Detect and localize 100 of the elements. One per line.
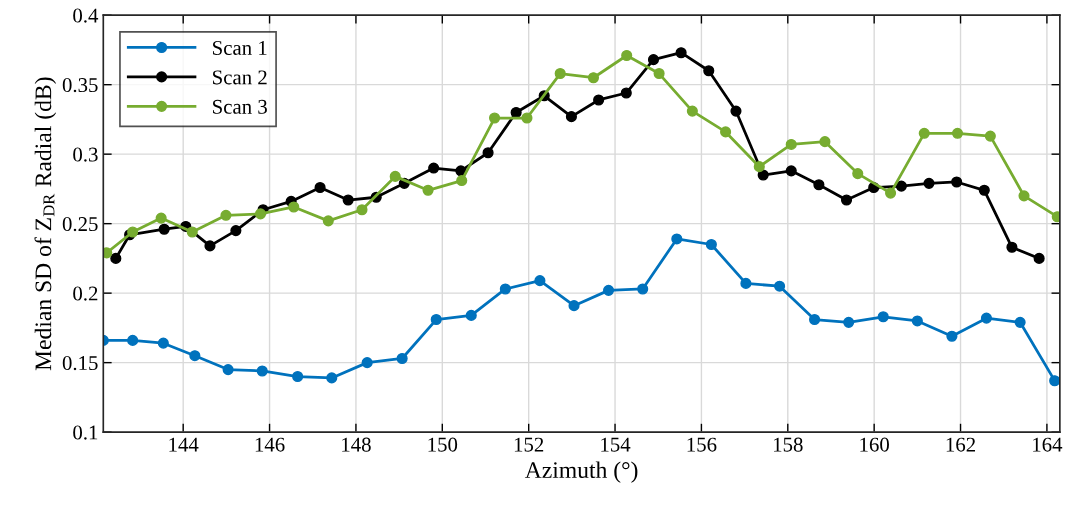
point <box>603 284 615 296</box>
point <box>774 280 786 292</box>
point <box>951 176 963 188</box>
point <box>852 168 864 180</box>
point <box>396 352 408 365</box>
y-tick-label: 0.2 <box>73 286 98 301</box>
point <box>189 350 201 362</box>
x-tick-label: 146 <box>255 437 285 452</box>
point <box>568 300 580 312</box>
x-axis-title: Azimuth (°) <box>524 461 638 483</box>
point <box>819 136 831 148</box>
x-tick-label: 154 <box>601 437 631 452</box>
point <box>204 240 216 252</box>
point <box>465 309 477 321</box>
point <box>587 72 600 84</box>
point <box>342 194 354 206</box>
y-tick-label: 0.15 <box>62 356 98 371</box>
point <box>314 181 326 194</box>
y-axis-title: Median SD of Z$_{DR}$ Radial (dB) <box>34 77 57 371</box>
point <box>946 330 958 342</box>
point <box>637 283 649 295</box>
legend-label: Scan 3 <box>213 99 267 114</box>
point <box>157 337 169 349</box>
y-tick-label: 0.35 <box>62 78 98 93</box>
y-tick-label: 0.3 <box>73 147 98 162</box>
point <box>158 223 170 235</box>
point <box>292 370 304 383</box>
point <box>482 147 494 159</box>
point <box>653 67 665 80</box>
point <box>1014 316 1026 328</box>
point <box>978 184 990 196</box>
point <box>254 208 267 220</box>
point <box>1006 241 1018 253</box>
point <box>951 127 964 139</box>
point <box>499 283 511 295</box>
point <box>186 226 198 238</box>
point <box>877 311 889 323</box>
point <box>895 180 907 192</box>
point <box>322 215 334 227</box>
point <box>620 87 632 99</box>
point <box>813 179 825 191</box>
point <box>984 130 996 142</box>
point <box>361 357 373 369</box>
point <box>428 162 440 174</box>
x-tick-label: 144 <box>169 437 199 452</box>
point <box>222 364 234 376</box>
point <box>1033 252 1045 264</box>
y-tick-label: 0.25 <box>62 217 98 232</box>
point <box>705 238 717 251</box>
point <box>489 112 501 124</box>
x-tick-label: 162 <box>946 437 976 452</box>
point <box>256 365 268 377</box>
point <box>753 161 765 173</box>
point <box>923 177 935 189</box>
point <box>980 312 993 324</box>
point <box>521 112 533 124</box>
legend-label: Scan 2 <box>213 70 267 85</box>
point <box>621 49 633 62</box>
point <box>911 315 923 327</box>
point <box>565 111 577 123</box>
point <box>230 225 242 237</box>
x-tick-label: 158 <box>774 437 803 452</box>
point <box>326 372 338 384</box>
point <box>785 138 797 150</box>
point <box>843 316 855 328</box>
point <box>720 126 732 138</box>
point <box>110 252 122 264</box>
point <box>785 165 797 177</box>
point <box>675 47 687 59</box>
legend-label: Scan 1 <box>213 40 267 55</box>
point <box>456 175 468 187</box>
point <box>288 201 300 213</box>
point <box>809 313 821 326</box>
point <box>554 67 566 80</box>
point <box>356 204 368 216</box>
point <box>703 65 715 77</box>
y-tick-label: 0.4 <box>73 8 99 23</box>
point <box>918 127 930 139</box>
point <box>671 233 683 245</box>
x-tick-label: 150 <box>428 437 458 452</box>
y-tick-label: 0.1 <box>73 425 98 440</box>
x-tick-label: 160 <box>860 437 889 452</box>
x-tick-label: 164 <box>1033 437 1063 452</box>
point <box>103 247 113 259</box>
point <box>740 277 752 289</box>
point <box>840 194 853 206</box>
point <box>430 313 442 326</box>
point <box>220 209 232 221</box>
point <box>422 184 434 196</box>
point <box>1049 375 1060 387</box>
x-tick-label: 148 <box>342 437 371 452</box>
point <box>155 212 167 224</box>
point <box>885 187 897 199</box>
point <box>127 334 139 346</box>
point <box>534 275 546 287</box>
point <box>593 94 605 106</box>
x-tick-label: 156 <box>687 437 717 452</box>
point <box>647 54 660 66</box>
point <box>389 170 401 182</box>
point <box>686 105 698 117</box>
